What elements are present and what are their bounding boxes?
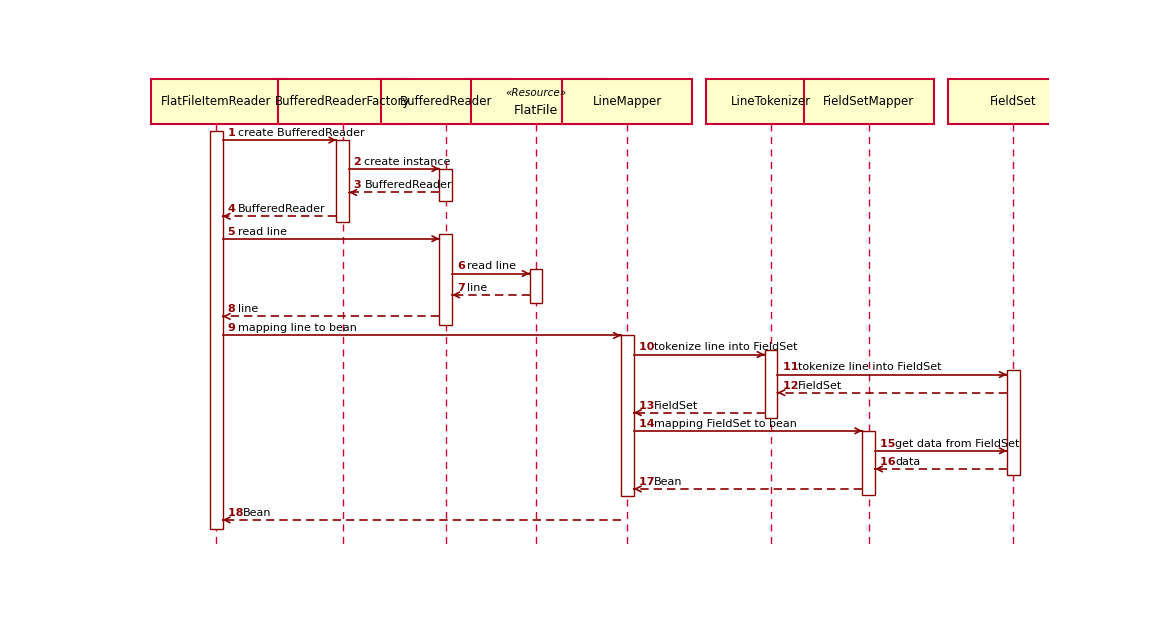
Text: Bean: Bean	[243, 508, 272, 517]
Text: 6: 6	[457, 261, 469, 271]
FancyBboxPatch shape	[948, 79, 1079, 124]
Text: LineMapper: LineMapper	[592, 95, 662, 108]
Text: line: line	[238, 305, 258, 314]
Text: BufferedReaderFactory: BufferedReaderFactory	[275, 95, 410, 108]
Text: 9: 9	[229, 323, 240, 333]
Bar	[863, 431, 874, 495]
Bar	[440, 168, 452, 201]
Text: 1: 1	[229, 128, 239, 138]
Text: FieldSet: FieldSet	[798, 381, 842, 391]
Text: line: line	[468, 283, 487, 293]
Text: 2: 2	[354, 157, 366, 167]
Text: FieldSet: FieldSet	[654, 400, 698, 410]
Text: 11: 11	[782, 362, 802, 373]
FancyBboxPatch shape	[562, 79, 693, 124]
Text: BufferedReader: BufferedReader	[400, 95, 492, 108]
Text: read line: read line	[238, 227, 287, 236]
Text: Bean: Bean	[654, 477, 682, 487]
Text: 14: 14	[639, 418, 659, 428]
Text: mapping line to bean: mapping line to bean	[238, 323, 357, 333]
FancyBboxPatch shape	[152, 79, 281, 124]
Text: FlatFileItemReader: FlatFileItemReader	[161, 95, 272, 108]
Text: 8: 8	[229, 305, 239, 314]
Text: data: data	[895, 457, 921, 467]
Text: FieldSetMapper: FieldSetMapper	[823, 95, 914, 108]
Text: BufferedReader: BufferedReader	[365, 180, 452, 190]
Text: mapping FieldSet to bean: mapping FieldSet to bean	[654, 418, 796, 428]
FancyBboxPatch shape	[707, 79, 836, 124]
Text: FieldSet: FieldSet	[990, 95, 1037, 108]
Text: create instance: create instance	[365, 157, 451, 167]
Bar	[1007, 370, 1019, 475]
Text: tokenize line into FieldSet: tokenize line into FieldSet	[798, 362, 941, 373]
Text: 4: 4	[229, 204, 240, 214]
Text: tokenize line into FieldSet: tokenize line into FieldSet	[654, 342, 798, 352]
FancyBboxPatch shape	[471, 79, 602, 124]
Text: BufferedReader: BufferedReader	[238, 204, 325, 214]
Bar	[440, 234, 452, 324]
Text: FlatFile: FlatFile	[514, 104, 559, 117]
Text: 17: 17	[639, 477, 659, 487]
Text: 18: 18	[229, 508, 247, 517]
Text: «Resource»: «Resource»	[506, 88, 567, 98]
Text: 13: 13	[639, 400, 659, 410]
Text: create BufferedReader: create BufferedReader	[238, 128, 365, 138]
FancyBboxPatch shape	[381, 79, 511, 124]
Text: 3: 3	[354, 180, 366, 190]
Text: 15: 15	[880, 439, 900, 449]
Text: 16: 16	[880, 457, 900, 467]
Text: 7: 7	[457, 283, 469, 293]
Bar	[337, 140, 349, 222]
Text: 10: 10	[639, 342, 659, 352]
Text: read line: read line	[468, 261, 517, 271]
FancyBboxPatch shape	[803, 79, 934, 124]
Text: 5: 5	[229, 227, 239, 236]
Text: 12: 12	[782, 381, 802, 391]
Text: get data from FieldSet: get data from FieldSet	[895, 439, 1020, 449]
Bar	[765, 350, 778, 418]
Bar	[210, 131, 223, 529]
Text: LineTokenizer: LineTokenizer	[731, 95, 812, 108]
FancyBboxPatch shape	[278, 79, 408, 124]
Bar	[529, 269, 542, 303]
Bar	[621, 335, 634, 496]
